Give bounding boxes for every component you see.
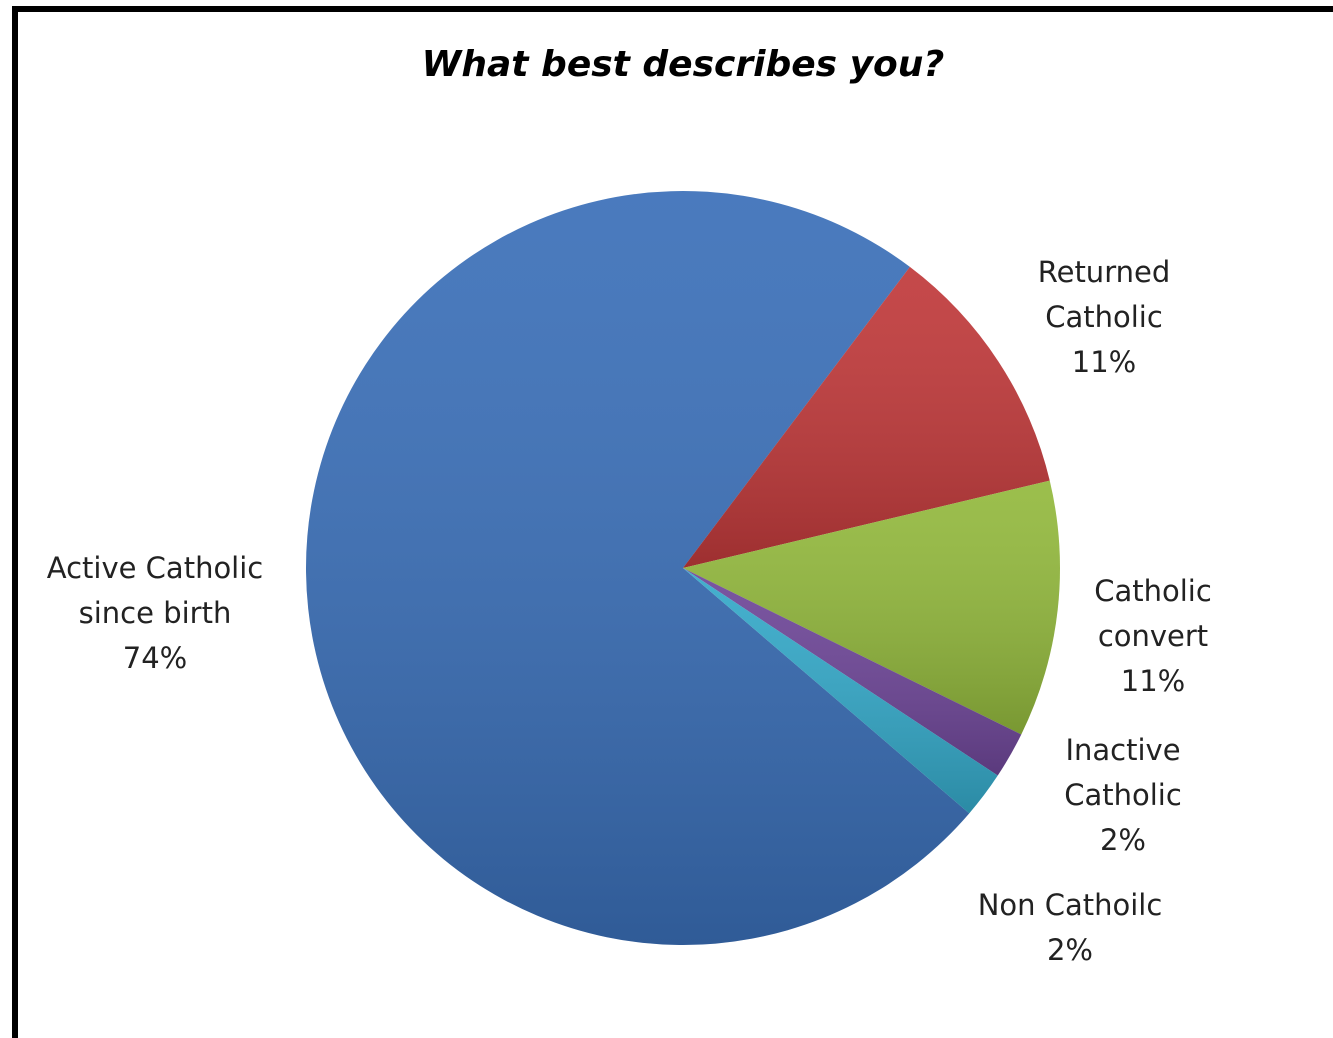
data-label-catholic-convert: convert bbox=[1098, 619, 1208, 653]
pie-slice-shade-non-cathoilc bbox=[683, 568, 998, 814]
data-label-inactive-catholic: Inactive bbox=[1065, 733, 1180, 767]
data-label-pct-non-cathoilc: 2% bbox=[1047, 933, 1093, 967]
data-label-active-catholic-since-birth: Active Catholic bbox=[47, 551, 264, 585]
data-label-non-cathoilc: Non Cathoilc bbox=[978, 888, 1163, 922]
data-label-pct-returned-catholic: 11% bbox=[1072, 345, 1136, 379]
data-label-inactive-catholic: Catholic bbox=[1064, 778, 1182, 812]
pie-slice-shade-inactive-catholic bbox=[683, 568, 1022, 776]
data-label-returned-catholic: Returned bbox=[1038, 255, 1170, 289]
data-label-pct-inactive-catholic: 2% bbox=[1100, 823, 1146, 857]
chart-title: What best describes you? bbox=[422, 44, 945, 85]
data-label-returned-catholic: Catholic bbox=[1045, 300, 1163, 334]
chart-frame bbox=[12, 6, 1333, 1038]
pie-slice-shade-returned-catholic bbox=[683, 266, 1050, 568]
data-label-pct-active-catholic-since-birth: 74% bbox=[123, 641, 187, 675]
data-label-pct-catholic-convert: 11% bbox=[1121, 664, 1185, 698]
data-label-catholic-convert: Catholic bbox=[1094, 574, 1212, 608]
pie-slice-shade-catholic-convert bbox=[683, 480, 1060, 735]
data-label-active-catholic-since-birth: since birth bbox=[79, 596, 232, 630]
pie-slice-shade-active-catholic-since-birth bbox=[305, 190, 970, 945]
